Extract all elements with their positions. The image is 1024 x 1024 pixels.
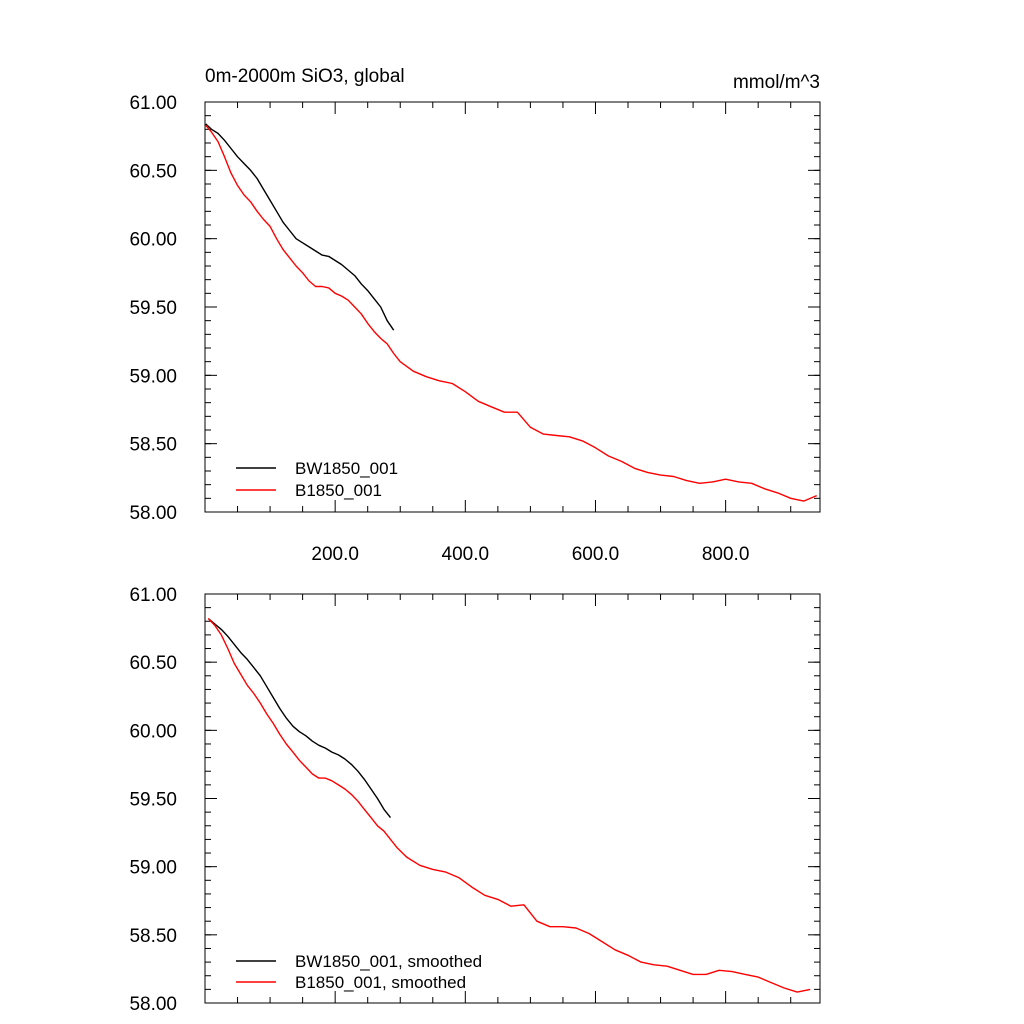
x-tick-label: 600.0 — [572, 544, 620, 565]
legend: BW1850_001, smoothed B1850_001, smoothed — [236, 952, 482, 992]
y-tick-label: 59.50 — [129, 298, 177, 319]
plot-panel-1: 58.00 58.50 59.00 59.50 60.00 60.50 61.00 200.0… — [129, 66, 821, 565]
y-tick-label: 58.00 — [129, 994, 177, 1015]
x-tick-label: 800.0 — [702, 544, 750, 565]
y-tick-label: 58.00 — [129, 503, 177, 524]
legend-label-1: BW1850_001, smoothed — [295, 952, 482, 971]
legend-label-2: B1850_001 — [295, 481, 382, 500]
legend: BW1850_001 B1850_001 — [236, 459, 398, 500]
chart-title: 0m-2000m SiO3, global — [205, 66, 405, 87]
y-tick-label: 59.50 — [129, 790, 177, 811]
y-tick-label: 60.50 — [129, 653, 177, 674]
y-tick-label: 61.00 — [129, 585, 177, 606]
y-tick-label: 58.50 — [129, 435, 177, 456]
series-line-1 — [207, 617, 392, 819]
units-label: mmol/m^3 — [733, 72, 820, 93]
y-tick-label: 60.00 — [129, 230, 177, 251]
series-line-2 — [205, 124, 817, 502]
y-tick-label: 59.00 — [129, 858, 177, 879]
legend-label-1: BW1850_001 — [295, 459, 398, 478]
series-line-2 — [207, 618, 811, 993]
y-tick-label: 58.50 — [129, 926, 177, 947]
y-tick-label: 60.00 — [129, 721, 177, 742]
plot-frame — [204, 101, 821, 513]
y-tick-label: 59.00 — [129, 366, 177, 387]
x-tick-label: 200.0 — [311, 544, 359, 565]
series-line-1 — [205, 123, 395, 331]
x-tick-label: 400.0 — [442, 544, 490, 565]
plot-panel-2: 58.00 58.50 59.00 59.50 60.00 60.50 61.00 BW185… — [129, 585, 821, 1015]
legend-label-2: B1850_001, smoothed — [295, 973, 466, 992]
y-tick-label: 60.50 — [129, 161, 177, 182]
y-tick-label: 61.00 — [129, 93, 177, 114]
plot-frame — [204, 593, 821, 1004]
